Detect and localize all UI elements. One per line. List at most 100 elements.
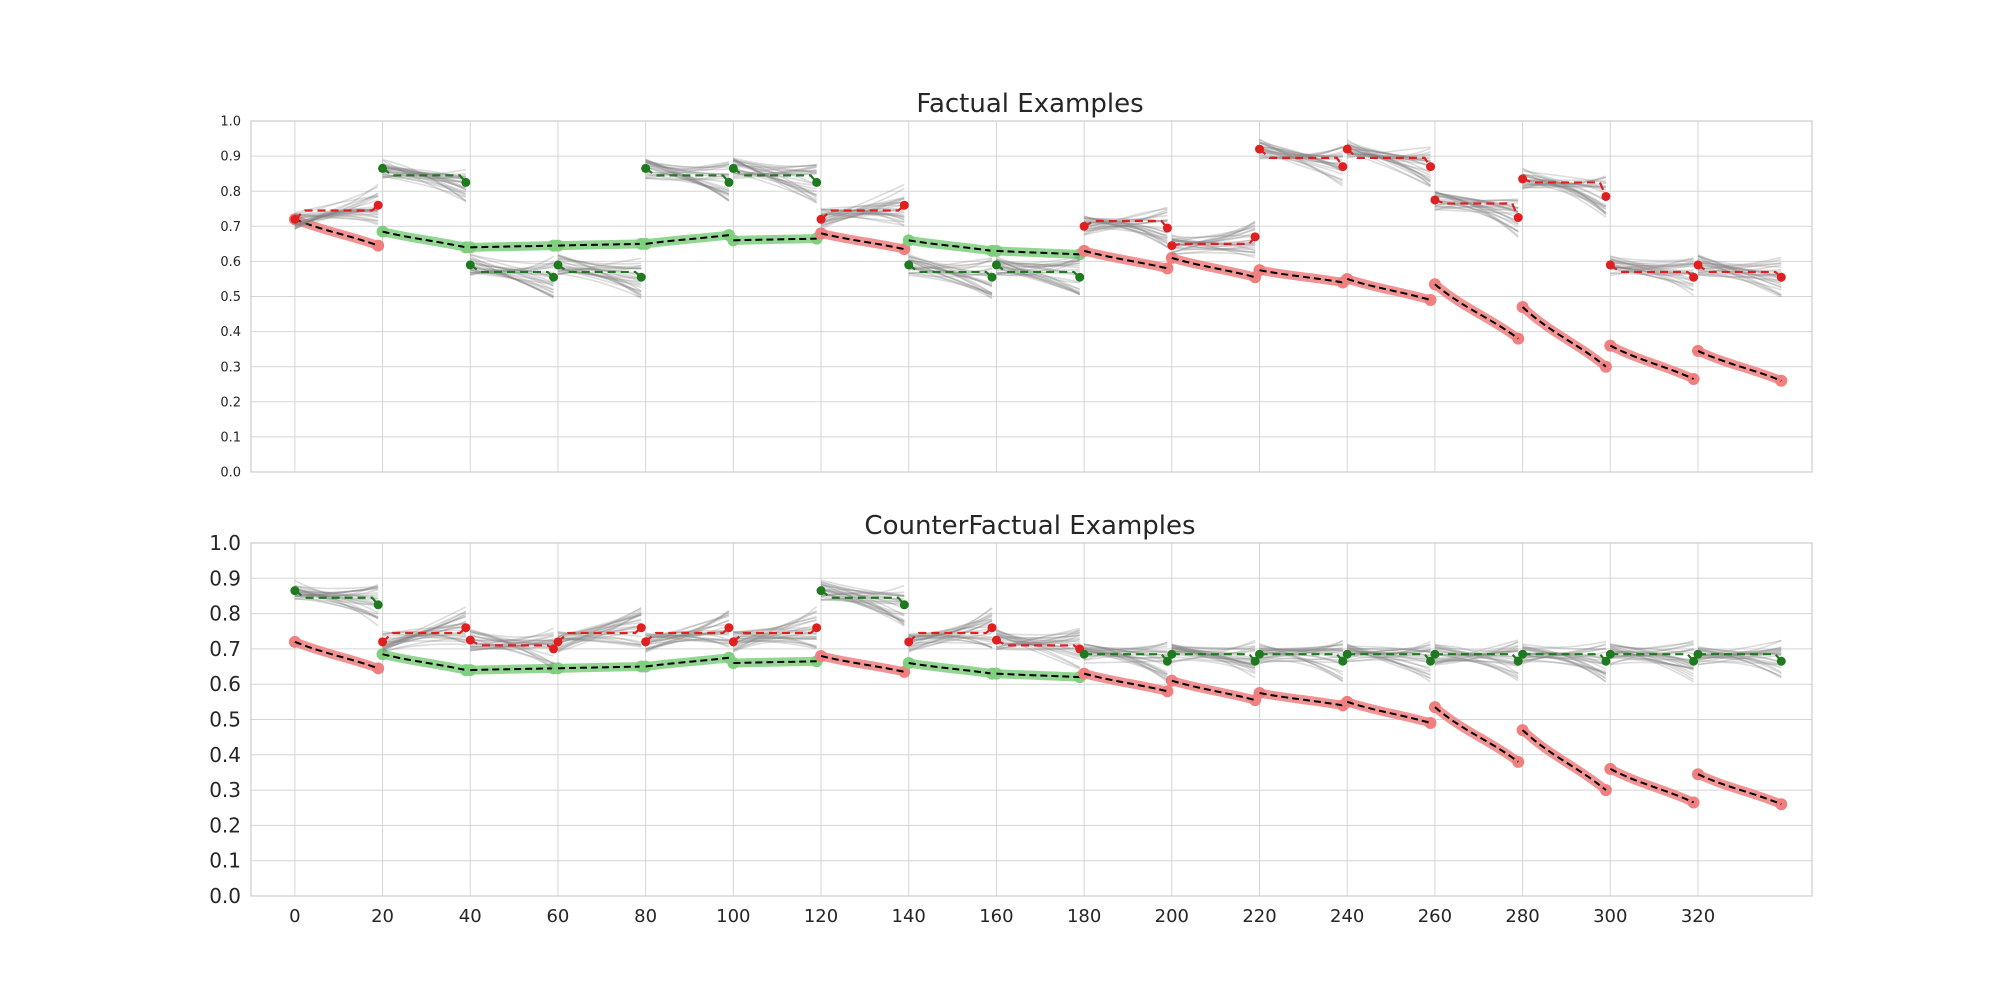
forecast-sample-line — [1434, 660, 1519, 665]
forecast-sample-line — [470, 630, 554, 657]
forecast-sample-line — [645, 633, 730, 642]
forecast-sample-line — [470, 261, 554, 275]
forecast-sample-line — [645, 166, 730, 192]
forecast-mean-line — [1522, 653, 1607, 662]
forecast-sample-line — [820, 212, 905, 223]
forecast-sample-line — [470, 268, 554, 279]
forecast-sample-line — [1610, 257, 1694, 277]
forecast-sample-line — [1610, 257, 1694, 281]
forecast-sample-line — [1347, 153, 1432, 183]
forecast-sample-line — [645, 623, 730, 643]
forecast-sample-line — [733, 160, 817, 196]
forecast-sample-line — [1522, 180, 1607, 216]
forecast-sample-line — [996, 634, 1080, 639]
forecast-sample-line — [1434, 649, 1519, 664]
forecast-sample-line — [294, 585, 379, 596]
forecast-sample-line — [908, 641, 993, 645]
y-tick-label: 0.1 — [220, 430, 241, 445]
forecast-sample-line — [1259, 644, 1344, 682]
forecast-sample-line — [1522, 185, 1606, 189]
forecast-sample-line — [908, 255, 993, 277]
forecast-sample-line — [1259, 151, 1343, 158]
forecast-sample-line — [557, 637, 642, 649]
forecast-sample-line — [1347, 144, 1431, 164]
forecast-sample-line — [1610, 264, 1694, 286]
forecast-sample-line — [1697, 649, 1782, 657]
forecast-sample-line — [1084, 206, 1168, 224]
forecast-sample-line — [1434, 654, 1519, 661]
forecast-sample-line — [1171, 644, 1256, 669]
forecast-sample-line — [1171, 649, 1256, 665]
forecast-end-point — [812, 623, 822, 633]
forecast-sample-line — [1171, 251, 1256, 257]
forecast-sample-line — [1259, 139, 1343, 158]
forecast-sample-line — [908, 259, 993, 294]
forecast-sample-line — [645, 619, 730, 650]
forecast-sample-line — [382, 166, 466, 181]
forecast-sample-line — [1697, 271, 1782, 291]
forecast-start-point — [1342, 144, 1352, 154]
forecast-sample-line — [733, 634, 817, 639]
forecast-sample-line — [1610, 261, 1694, 274]
forecast-sample-line — [1522, 640, 1607, 649]
y-tick-label: 0.6 — [220, 255, 241, 270]
forecast-sample-line — [645, 158, 730, 195]
context-series-line — [728, 656, 822, 668]
forecast-sample-line — [1084, 227, 1168, 240]
forecast-sample-line — [733, 637, 817, 641]
forecast-sample-line — [645, 161, 730, 178]
forecast-sample-line — [1522, 655, 1607, 665]
forecast-sample-line — [1697, 647, 1782, 679]
forecast-sample-line — [382, 643, 466, 653]
forecast-sample-line — [908, 264, 993, 274]
forecast-sample-line — [733, 160, 817, 175]
forecast-end-point — [812, 177, 822, 187]
forecast-sample-line — [294, 598, 379, 619]
forecast-sample-line — [1522, 660, 1607, 673]
forecast-sample-line — [1347, 644, 1431, 654]
forecast-sample-line — [645, 638, 730, 653]
forecast-start-point — [816, 214, 826, 224]
x-tick-label: 260 — [1418, 906, 1452, 927]
forecast-sample-line — [557, 262, 642, 293]
context-series-line — [1079, 669, 1172, 696]
forecast-sample-line — [557, 256, 642, 269]
forecast-sample-line — [820, 183, 905, 222]
forecast-sample-line — [1083, 654, 1168, 681]
forecast-sample-line — [470, 646, 554, 652]
forecast-sample-line — [1347, 648, 1431, 683]
forecast-sample-line — [294, 186, 379, 215]
forecast-sample-line — [996, 628, 1081, 642]
forecast-sample-line — [645, 619, 730, 643]
forecast-sample-line — [557, 258, 642, 272]
y-tick-label: 0.3 — [209, 778, 241, 802]
forecast-sample-line — [1697, 654, 1782, 669]
forecast-sample-line — [996, 263, 1081, 295]
forecast-end-point — [549, 644, 559, 654]
forecast-sample-line — [382, 636, 466, 653]
forecast-sample-line — [908, 639, 993, 650]
forecast-sample-line — [645, 161, 730, 180]
forecast-sample-line — [996, 632, 1081, 644]
forecast-sample-line — [1347, 645, 1431, 653]
forecast-sample-line — [1434, 652, 1519, 680]
forecast-sample-line — [645, 613, 730, 646]
forecast-start-point — [1430, 195, 1440, 205]
forecast-sample-line — [1259, 150, 1344, 181]
forecast-sample-line — [908, 256, 993, 295]
forecast-sample-line — [1347, 148, 1431, 163]
forecast-sample-line — [645, 171, 729, 175]
forecast-sample-line — [1084, 220, 1168, 248]
forecast-sample-line — [733, 167, 817, 187]
y-tick-label: 0.6 — [209, 672, 241, 696]
forecast-sample-line — [645, 633, 730, 648]
forecast-sample-line — [996, 259, 1080, 267]
forecast-sample-line — [996, 636, 1080, 646]
y-tick-label: 0.0 — [209, 884, 241, 908]
forecast-sample-line — [1697, 260, 1782, 267]
forecast-sample-line — [1434, 193, 1519, 213]
forecast-sample-line — [1084, 218, 1168, 234]
forecast-sample-line — [1697, 262, 1782, 274]
forecast-sample-line — [294, 214, 379, 225]
y-tick-label: 0.4 — [220, 325, 241, 340]
